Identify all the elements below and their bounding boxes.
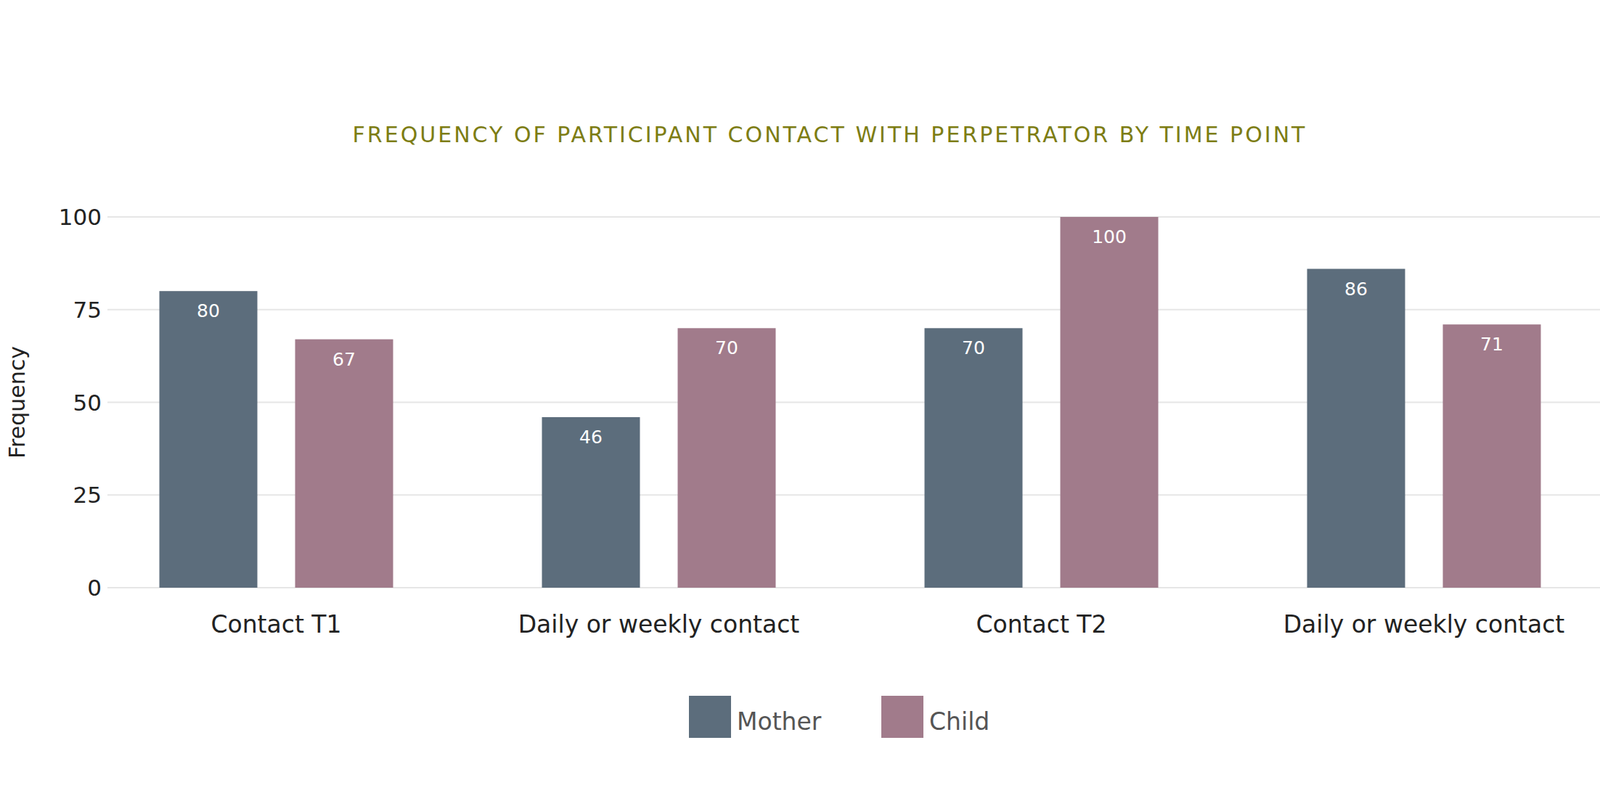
- x-tick-label: Daily or weekly contact: [1283, 610, 1566, 639]
- legend-label: Mother: [736, 707, 822, 737]
- grid-line: [107, 216, 1600, 218]
- data-label: 100: [1091, 226, 1127, 248]
- data-label: 86: [1344, 278, 1368, 300]
- data-label: 71: [1480, 333, 1504, 355]
- bar: [1443, 324, 1542, 589]
- bar: [295, 339, 394, 589]
- bar: [924, 328, 1023, 589]
- chart-svg: FREQUENCY OF PARTICIPANT CONTACT WITH PE…: [0, 0, 1600, 793]
- data-label: 80: [196, 300, 220, 322]
- chart-title: FREQUENCY OF PARTICIPANT CONTACT WITH PE…: [352, 121, 1308, 148]
- chart-container: FREQUENCY OF PARTICIPANT CONTACT WITH PE…: [0, 0, 1600, 793]
- x-tick-label: Contact T2: [975, 610, 1107, 639]
- bars: [159, 217, 1542, 589]
- y-tick-label: 25: [73, 482, 102, 509]
- y-tick-label: 0: [87, 574, 102, 602]
- x-tick-label: Contact T1: [210, 610, 342, 639]
- legend-swatch: [881, 696, 924, 739]
- bar: [159, 291, 258, 589]
- legend-swatch: [688, 696, 732, 739]
- y-tick-label: 100: [58, 203, 102, 231]
- bar: [1307, 269, 1406, 589]
- bar: [678, 328, 777, 589]
- data-label: 46: [579, 426, 603, 448]
- data-label: 67: [332, 349, 356, 371]
- bar: [1060, 217, 1159, 589]
- y-tick-label: 75: [73, 296, 102, 324]
- data-label: 70: [715, 337, 739, 359]
- x-tick-label: Daily or weekly contact: [518, 610, 800, 639]
- bar: [542, 417, 641, 589]
- labels: 80 67 46 70 70 100 86 71: [196, 226, 1504, 448]
- y-tick-label: 50: [73, 389, 102, 416]
- y-axis-label: Frequency: [4, 346, 30, 459]
- data-label: 70: [961, 337, 986, 359]
- legend-label: Child: [929, 707, 990, 737]
